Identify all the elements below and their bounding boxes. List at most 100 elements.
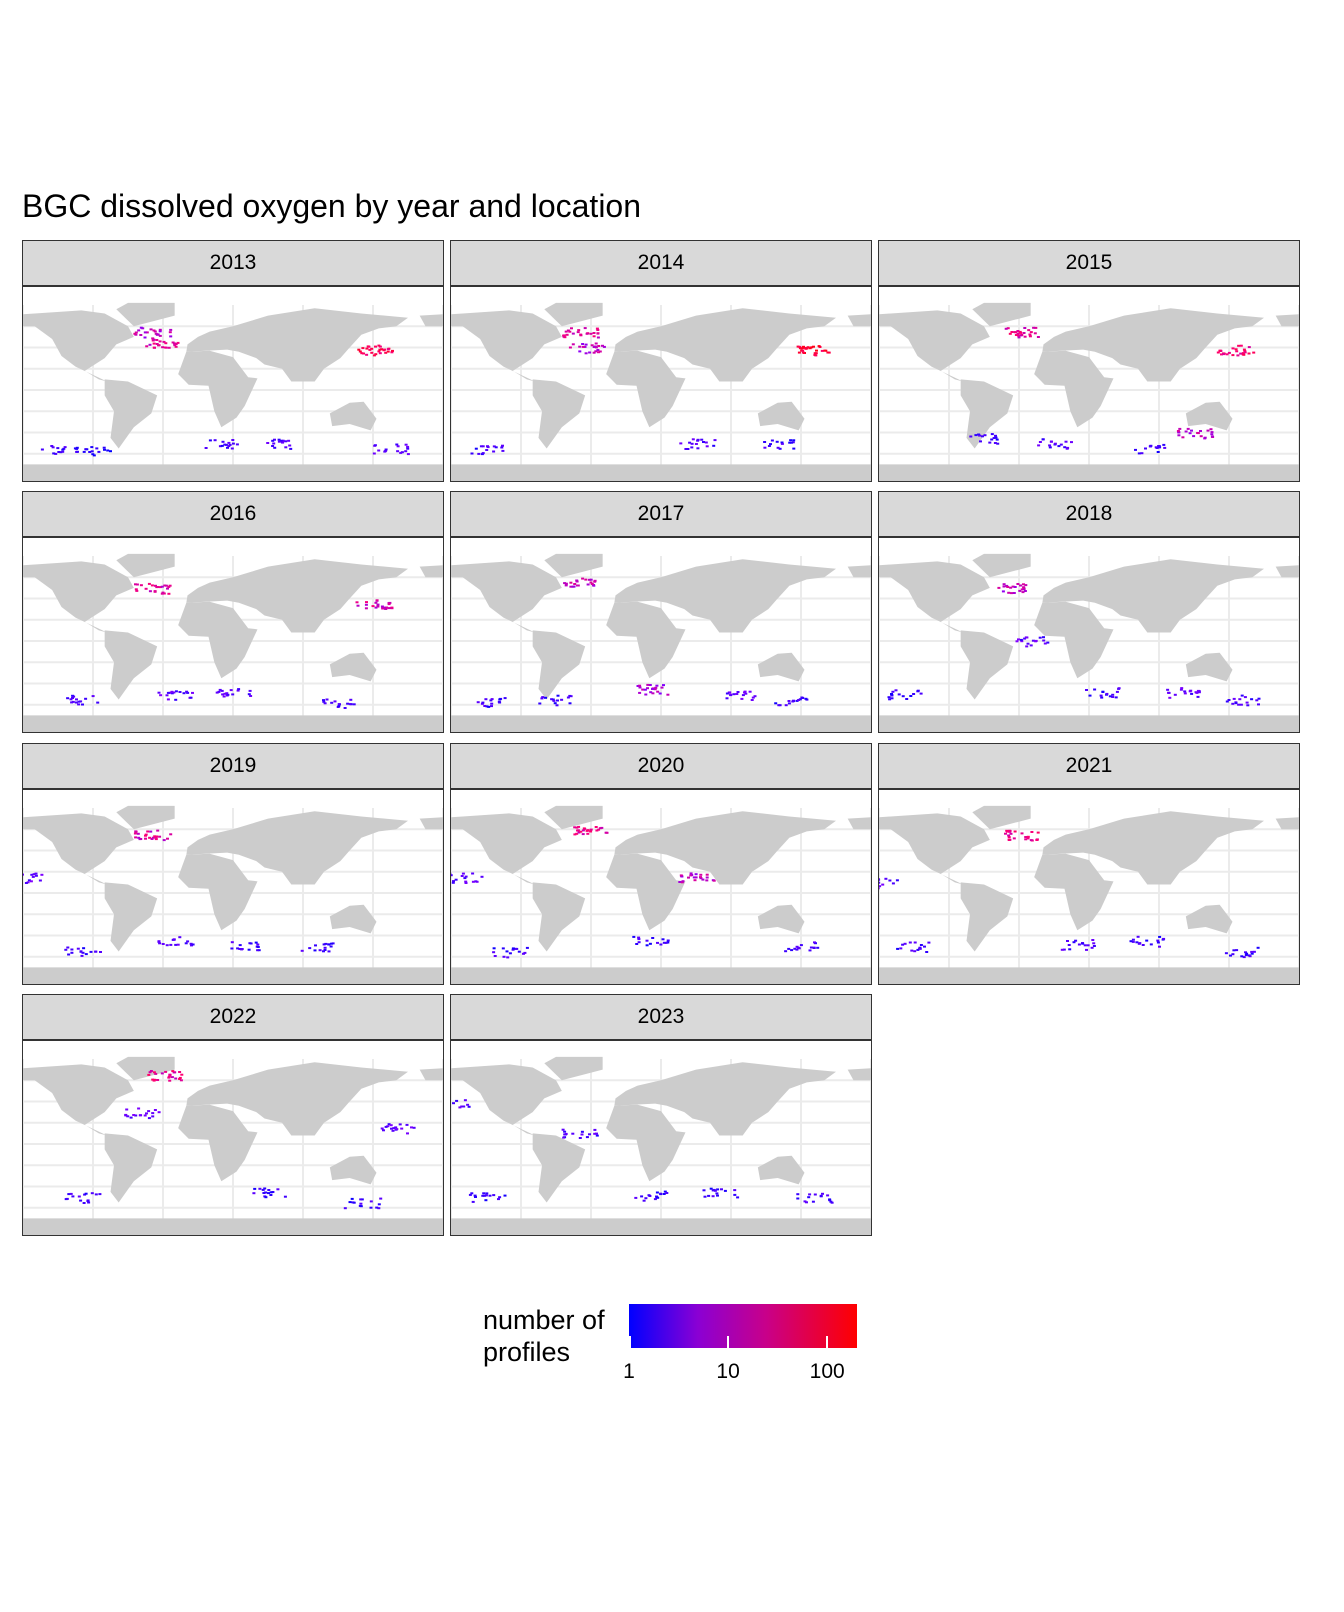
profile-cell xyxy=(810,346,814,349)
profile-cell xyxy=(1022,583,1025,586)
profile-cell xyxy=(235,443,239,446)
land-mass xyxy=(757,1155,805,1185)
land-mass xyxy=(960,630,1014,700)
land-mass xyxy=(757,652,805,682)
profile-cell xyxy=(144,837,147,840)
land-mass xyxy=(23,561,134,633)
profile-cell xyxy=(66,946,70,949)
land-mass xyxy=(23,1064,134,1136)
profile-cell xyxy=(160,1072,164,1075)
land-mass xyxy=(1042,308,1264,382)
profile-cell xyxy=(996,442,1000,445)
profile-cell xyxy=(544,696,547,699)
profile-cell xyxy=(1199,435,1203,438)
profile-cell xyxy=(715,1192,719,1195)
profile-cell xyxy=(369,1206,373,1209)
profile-cell xyxy=(596,336,600,339)
profile-cell xyxy=(151,1112,155,1115)
land-mass xyxy=(847,817,871,830)
profile-cell xyxy=(75,698,78,701)
profile-cell xyxy=(69,1192,73,1195)
facet-panel-2022: 2022 xyxy=(22,994,444,1236)
profile-cell xyxy=(581,833,585,836)
profile-cell xyxy=(1255,699,1259,702)
profile-cell xyxy=(1225,353,1229,356)
profile-cell xyxy=(463,1099,467,1102)
profile-cell xyxy=(750,699,754,701)
profile-cell xyxy=(895,879,899,882)
profile-cell xyxy=(396,450,400,453)
profile-cell xyxy=(380,1127,384,1130)
profile-cell xyxy=(804,697,808,700)
profile-cell xyxy=(659,1192,663,1195)
profile-cell xyxy=(990,438,994,441)
profile-cell xyxy=(1225,700,1229,703)
profile-cell xyxy=(377,449,381,452)
profile-cell xyxy=(919,692,923,695)
profile-cell xyxy=(221,440,225,443)
world-map xyxy=(23,1056,443,1235)
land-mass xyxy=(1185,401,1233,431)
profile-cell xyxy=(563,336,567,339)
profile-cell xyxy=(1042,639,1046,642)
profile-cell xyxy=(267,1189,271,1191)
world-map xyxy=(451,302,871,481)
profile-cell xyxy=(220,444,224,447)
profile-cell xyxy=(481,452,485,455)
profile-cell xyxy=(271,439,275,442)
profile-cell xyxy=(1156,939,1160,942)
map-plot xyxy=(22,1040,444,1236)
world-map xyxy=(23,302,443,481)
profile-cell xyxy=(30,873,34,876)
profile-cell xyxy=(483,1194,487,1197)
profile-cell xyxy=(134,836,138,839)
profile-cell xyxy=(151,1115,155,1118)
profile-cell xyxy=(331,942,335,945)
profile-cell xyxy=(711,1189,715,1192)
profile-cell xyxy=(594,826,598,828)
profile-cell xyxy=(1060,948,1064,951)
profile-cell xyxy=(1141,944,1145,946)
profile-cell xyxy=(1237,703,1241,706)
profile-cell xyxy=(134,583,137,586)
profile-cell xyxy=(174,943,178,946)
facet-strip-label: 2019 xyxy=(22,743,444,789)
profile-cell xyxy=(795,948,799,951)
land-mass xyxy=(104,882,158,952)
profile-cell xyxy=(916,948,920,951)
land-mass xyxy=(408,967,443,984)
profile-cell xyxy=(1007,591,1011,594)
profile-cell xyxy=(646,687,649,690)
profile-cell xyxy=(158,835,162,838)
profile-cell xyxy=(694,873,698,876)
profile-cell xyxy=(184,942,188,945)
profile-cell xyxy=(479,445,483,448)
profile-cell xyxy=(145,331,149,334)
profile-cell xyxy=(170,692,174,695)
profile-cell xyxy=(1024,584,1028,587)
profile-cell xyxy=(634,1196,638,1199)
map-plot xyxy=(878,286,1300,482)
profile-cell xyxy=(163,346,167,349)
profile-cell xyxy=(790,441,793,444)
land-mass xyxy=(419,1068,443,1081)
profile-cell xyxy=(829,1200,833,1203)
profile-cell xyxy=(919,944,923,946)
profile-cell xyxy=(76,947,80,950)
profile-cell xyxy=(288,444,292,447)
land-mass xyxy=(116,302,175,327)
profile-cell xyxy=(162,839,166,842)
profile-cell xyxy=(86,1200,90,1202)
profile-cell xyxy=(230,947,234,950)
profile-cell xyxy=(776,446,780,449)
profile-cell xyxy=(400,1127,404,1130)
profile-cell xyxy=(778,447,782,450)
land-mass xyxy=(1264,967,1299,984)
profile-cell xyxy=(925,951,929,953)
profile-cell xyxy=(796,345,800,348)
profile-cell xyxy=(147,1110,151,1113)
profile-cell xyxy=(377,344,381,347)
profile-cell xyxy=(90,450,94,453)
profile-cell xyxy=(511,948,515,951)
profile-cell xyxy=(812,946,816,949)
